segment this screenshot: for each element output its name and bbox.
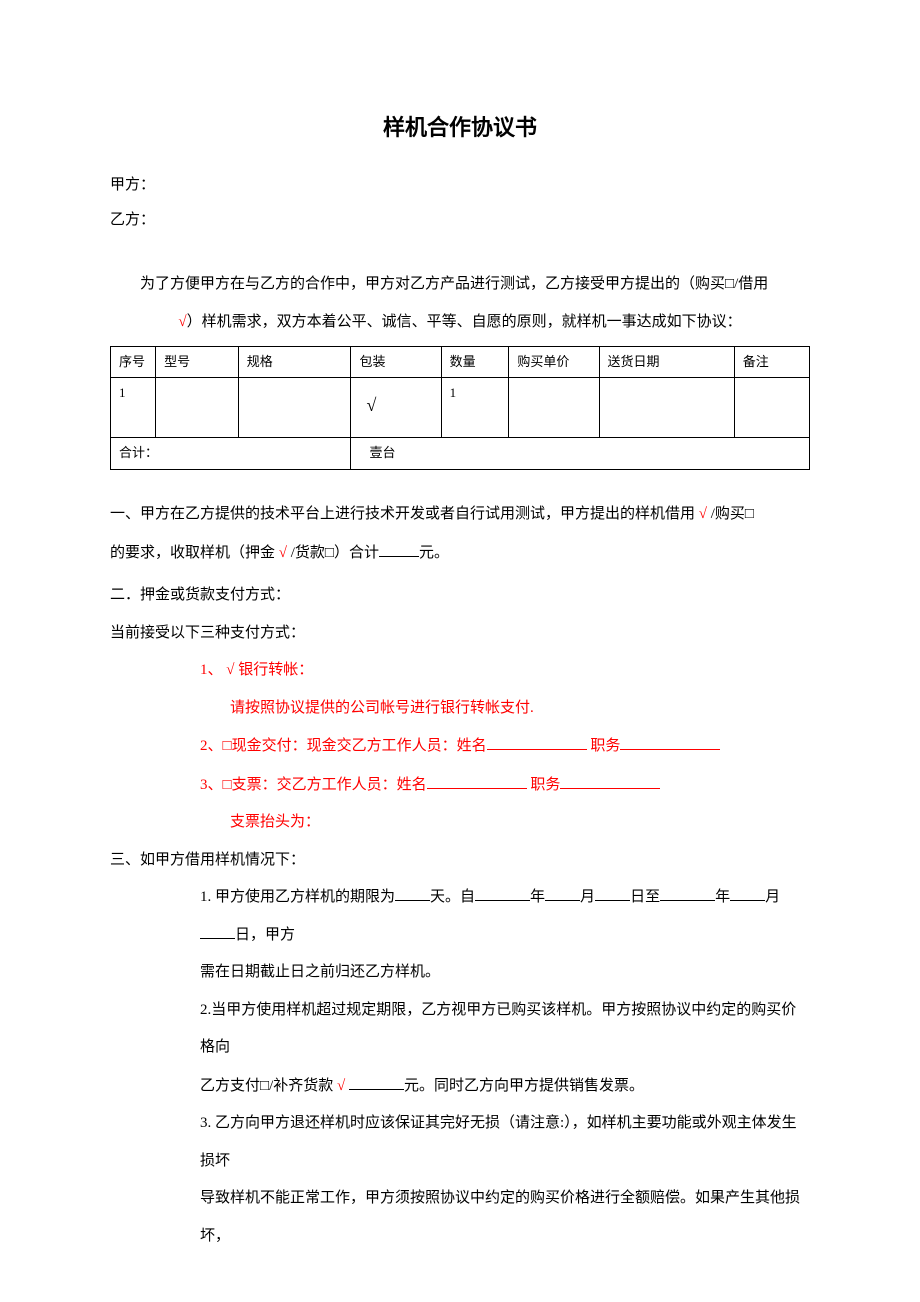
- section-3-item-3-line1: 3. 乙方向甲方退还样机时应该保证其完好无损（请注意:），如样机主要功能或外观主…: [110, 1105, 810, 1180]
- cell-date: [599, 378, 734, 438]
- section-2-sub: 当前接受以下三种支付方式：: [110, 615, 810, 653]
- total-value: 壹台: [359, 445, 395, 460]
- section-1-line2: 的要求，收取样机（押金 √ /货款□）合计 元。: [110, 534, 810, 573]
- header-note: 备注: [734, 347, 809, 378]
- cell-qty: 1: [441, 378, 509, 438]
- s3i2-blank: [349, 1075, 404, 1090]
- s3i1-blank1: [395, 886, 430, 901]
- section-2-header: 二．押金或货款支付方式：: [110, 577, 810, 615]
- s1-l2-text-4: 元。: [419, 545, 449, 561]
- cell-note: [734, 378, 809, 438]
- s3i1-blank2: [475, 886, 530, 901]
- section-3-item-1-line2: 需在日期截止日之前归还乙方样机。: [110, 954, 810, 992]
- opt2-checkbox: □: [223, 737, 232, 754]
- s3i1-blank3: [545, 886, 580, 901]
- opt2-text: 现金交付：现金交乙方工作人员：姓名: [232, 738, 487, 754]
- party-b-label: 乙方：: [110, 205, 810, 235]
- intro-paragraph: 为了方便甲方在与乙方的合作中，甲方对乙方产品进行测试，乙方接受甲方提出的（购买□…: [110, 265, 810, 304]
- section-1: 一、甲方在乙方提供的技术平台上进行技术开发或者自行试用测试，甲方提出的样机借用 …: [110, 495, 810, 534]
- s3i1-day: 天。自: [430, 889, 475, 905]
- payment-option-1: 1、 √ 银行转帐：: [110, 652, 810, 690]
- payment-option-2: 2、□现金交付：现金交乙方工作人员：姓名 职务: [110, 727, 810, 766]
- cell-price: [509, 378, 599, 438]
- table-header-row: 序号 型号 规格 包装 数量 购买单价 送货日期 备注: [111, 347, 810, 378]
- s1-checkbox1: □: [745, 505, 754, 522]
- header-pack: 包装: [351, 347, 441, 378]
- intro-line-2: √）样机需求，双方本着公平、诚信、平等、自愿的原则，就样机一事达成如下协议：: [110, 304, 810, 342]
- s1-text-2: /购买: [707, 506, 745, 522]
- opt1-num: 1、: [200, 662, 226, 678]
- opt3-name-blank: [427, 774, 527, 789]
- product-table: 序号 型号 规格 包装 数量 购买单价 送货日期 备注 1 √ 1 合计： 壹台: [110, 346, 810, 470]
- s1-check1-icon: √: [699, 506, 707, 522]
- section-3-item-2-line2: 乙方支付□/补齐货款 √ 元。同时乙方向甲方提供销售发票。: [110, 1067, 810, 1106]
- payment-option-3: 3、□支票：交乙方工作人员：姓名 职务: [110, 766, 810, 805]
- header-date: 送货日期: [599, 347, 734, 378]
- s1-l2-text-2: /货款: [287, 545, 325, 561]
- s3i1-year2: 年: [715, 889, 730, 905]
- s3i1-day2: 日，甲方: [235, 927, 295, 943]
- s3i1-month2: 月: [765, 889, 780, 905]
- s1-l2-text-3: ）合计: [334, 545, 379, 561]
- opt2-num: 2、: [200, 738, 223, 754]
- document-title: 样机合作协议书: [110, 100, 810, 155]
- opt1-check-icon: √: [226, 662, 234, 678]
- section-3-header: 三、如甲方借用样机情况下：: [110, 842, 810, 880]
- s3i1-blank7: [200, 924, 235, 939]
- cell-pack-check-icon: √: [351, 378, 441, 438]
- buy-checkbox: □: [725, 275, 734, 292]
- opt3-job-blank: [560, 774, 660, 789]
- s1-text-1: 一、甲方在乙方提供的技术平台上进行技术开发或者自行试用测试，甲方提出的样机借用: [110, 506, 699, 522]
- opt2-job-blank: [620, 735, 720, 750]
- intro-text-2: /借用: [734, 276, 768, 292]
- header-seq: 序号: [111, 347, 156, 378]
- opt3-checkbox: □: [223, 776, 232, 793]
- s3i2-mid: /补齐货款: [269, 1078, 337, 1094]
- header-price: 购买单价: [509, 347, 599, 378]
- s3i2-end: 元。同时乙方向甲方提供销售发票。: [404, 1078, 644, 1094]
- s1-l2-text-1: 的要求，收取样机（押金: [110, 545, 279, 561]
- s3i1-blank4: [595, 886, 630, 901]
- section-3-item-2: 2.当甲方使用样机超过规定期限，乙方视甲方已购买该样机。甲方按照协议中约定的购买…: [110, 992, 810, 1067]
- s1-checkbox2: □: [325, 544, 334, 561]
- s3i1-month: 月: [580, 889, 595, 905]
- table-data-row: 1 √ 1: [111, 378, 810, 438]
- header-qty: 数量: [441, 347, 509, 378]
- s1-amount-blank: [379, 542, 419, 557]
- s3i2-pre: 乙方支付: [200, 1078, 260, 1094]
- borrow-check-icon: √: [178, 314, 186, 330]
- table-total-row: 合计： 壹台: [111, 438, 810, 470]
- opt3-job-label: 职务: [527, 777, 561, 793]
- s3i1-to: 日至: [630, 889, 660, 905]
- opt1-text: 银行转帐：: [235, 662, 314, 678]
- total-value-cell: 壹台: [351, 438, 810, 470]
- cell-spec: [238, 378, 351, 438]
- s1-check2-icon: √: [279, 545, 287, 561]
- cell-seq: 1: [111, 378, 156, 438]
- s3i2-checkbox: □: [260, 1077, 269, 1094]
- s3i2-check-icon: √: [337, 1078, 345, 1094]
- s3i1-pre: 1. 甲方使用乙方样机的期限为: [200, 889, 395, 905]
- opt2-name-blank: [487, 735, 587, 750]
- opt3-num: 3、: [200, 777, 223, 793]
- s3i1-blank5: [660, 886, 715, 901]
- cell-model: [156, 378, 239, 438]
- total-label: 合计：: [111, 438, 351, 470]
- payment-option-3-note: 支票抬头为：: [110, 804, 810, 842]
- intro-text-1: 为了方便甲方在与乙方的合作中，甲方对乙方产品进行测试，乙方接受甲方提出的（购买: [140, 276, 725, 292]
- header-model: 型号: [156, 347, 239, 378]
- s3i1-blank6: [730, 886, 765, 901]
- party-a-label: 甲方：: [110, 170, 810, 200]
- intro-text-3: ）样机需求，双方本着公平、诚信、平等、自愿的原则，就样机一事达成如下协议：: [187, 314, 742, 330]
- opt2-job-label: 职务: [587, 738, 621, 754]
- section-3-item-1: 1. 甲方使用乙方样机的期限为 天。自 年 月 日至 年 月日，甲方: [110, 879, 810, 954]
- s3i1-year: 年: [530, 889, 545, 905]
- header-spec: 规格: [238, 347, 351, 378]
- payment-option-1-note: 请按照协议提供的公司帐号进行银行转帐支付.: [110, 690, 810, 728]
- opt3-text: 支票：交乙方工作人员：姓名: [232, 777, 427, 793]
- section-3-item-3-line2: 导致样机不能正常工作，甲方须按照协议中约定的购买价格进行全额赔偿。如果产生其他损…: [110, 1180, 810, 1255]
